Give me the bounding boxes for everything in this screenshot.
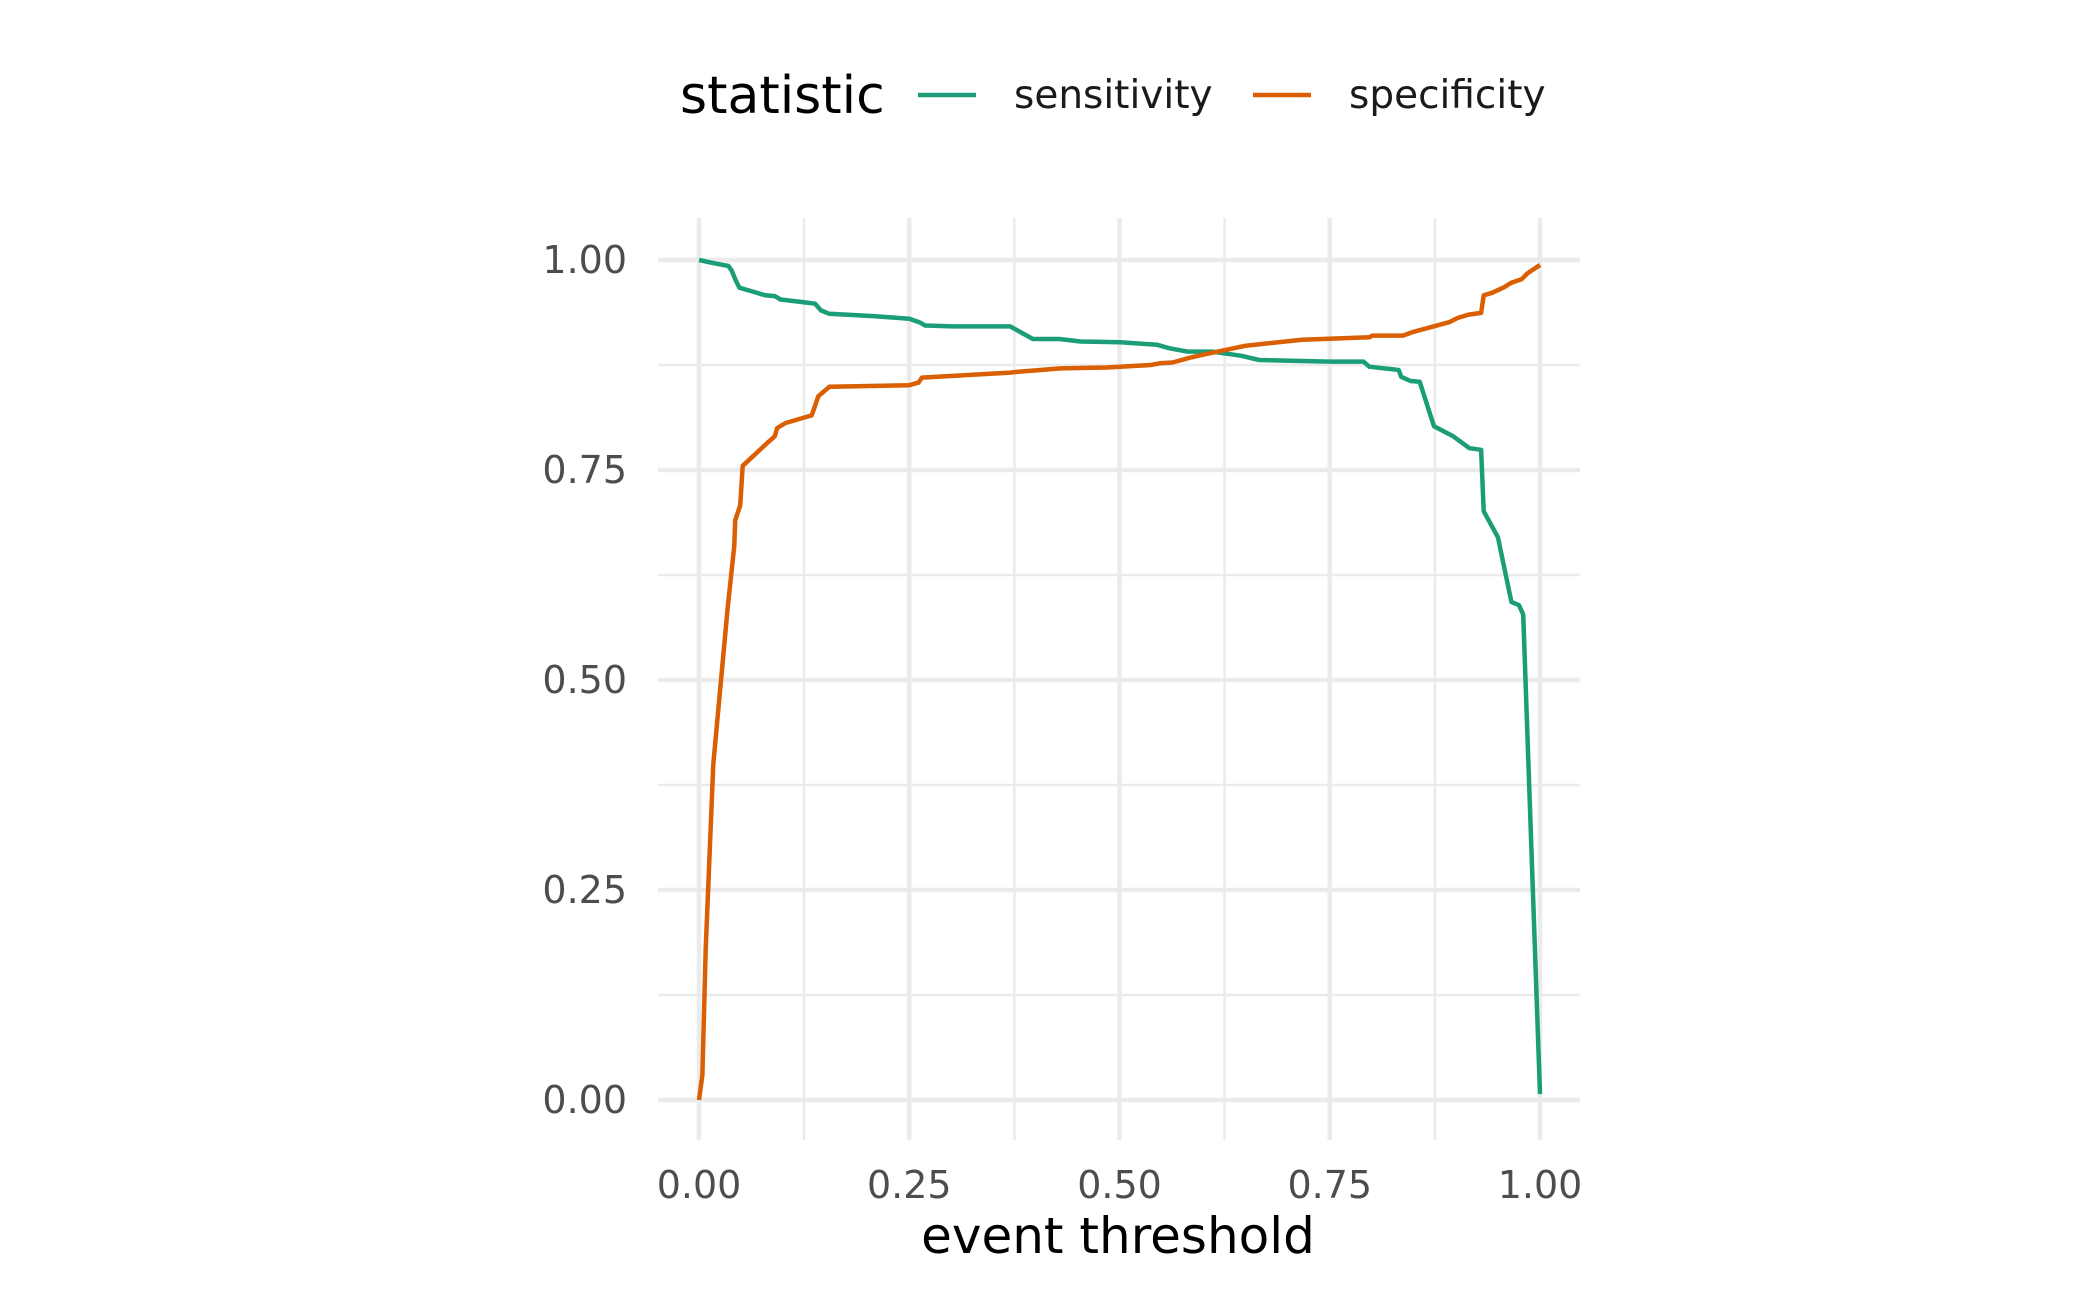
series-line-sensitivity	[698, 257, 1543, 1095]
y-tick-label: 0.75	[542, 448, 627, 492]
x-tick-label: 0.25	[867, 1163, 952, 1207]
series-line-specificity	[696, 263, 1542, 1101]
y-tick-label: 0.50	[542, 658, 627, 702]
x-tick-label: 1.00	[1498, 1163, 1583, 1207]
legend: statistic sensitivity specificity	[680, 66, 1546, 126]
grid	[658, 218, 1580, 1140]
y-tick-label: 0.00	[542, 1078, 627, 1122]
y-tick-label: 1.00	[542, 238, 627, 282]
legend-items: sensitivity specificity	[918, 73, 1546, 118]
legend-label-sensitivity: sensitivity	[1014, 73, 1213, 118]
x-tick-label: 0.75	[1287, 1163, 1372, 1207]
x-axis-tick-labels: 0.00 0.25 0.50 0.75 1.00	[657, 1163, 1583, 1207]
x-axis-title: event threshold	[921, 1207, 1315, 1265]
y-tick-label: 0.25	[542, 868, 627, 912]
x-tick-label: 0.50	[1077, 1163, 1162, 1207]
x-tick-label: 0.00	[657, 1163, 742, 1207]
series-lines	[696, 257, 1543, 1101]
legend-title: statistic	[680, 66, 885, 126]
legend-label-specificity: specificity	[1349, 73, 1546, 118]
y-axis-tick-labels: 0.00 0.25 0.50 0.75 1.00	[542, 238, 627, 1122]
